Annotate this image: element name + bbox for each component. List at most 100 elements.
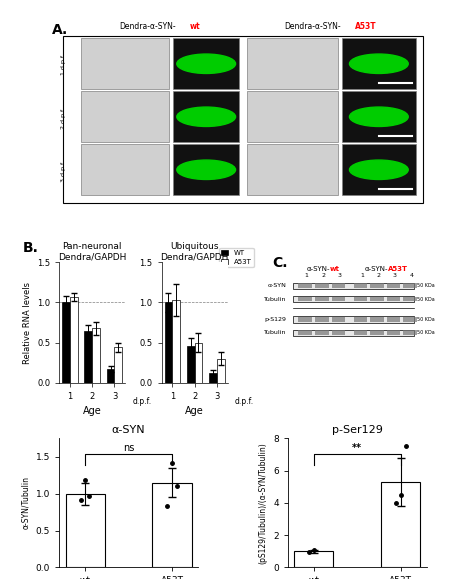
Bar [246,144,338,195]
Text: 1 d.p.f.: 1 d.p.f. [61,54,66,75]
Text: 2 d.p.f.: 2 d.p.f. [61,107,66,129]
Bar [342,91,416,142]
Ellipse shape [177,160,236,179]
Text: Tubulin: Tubulin [264,296,286,302]
Text: α-SYN-: α-SYN- [365,266,388,272]
Bar [315,331,329,335]
Text: 4: 4 [410,273,413,278]
Text: wt: wt [330,266,340,272]
Bar [299,317,312,322]
Bar [370,283,384,288]
Bar [153,482,191,567]
Text: C.: C. [272,256,288,270]
Y-axis label: (pS129/Tubulin)/(α-SYN/Tubulin): (pS129/Tubulin)/(α-SYN/Tubulin) [259,442,268,564]
Bar [315,317,329,322]
Bar [65,494,105,567]
Bar [299,331,312,335]
Bar [370,296,384,302]
Bar [354,283,367,288]
Text: 50 KDa: 50 KDa [417,283,435,288]
Bar [246,91,338,142]
Bar [403,283,417,288]
Bar [387,331,401,335]
Title: Pan-neuronal
Dendra/GAPDH: Pan-neuronal Dendra/GAPDH [58,242,127,262]
Bar [403,317,417,322]
Bar [82,38,169,89]
Bar [293,296,414,302]
Bar [381,482,420,567]
Ellipse shape [349,160,408,179]
Legend: WT, A53T: WT, A53T [219,248,254,267]
Bar [294,551,333,567]
Ellipse shape [177,107,236,126]
Bar [246,38,338,89]
Bar [82,144,169,195]
Text: α-SYN-: α-SYN- [307,266,330,272]
Y-axis label: α-SYN/Tubulin: α-SYN/Tubulin [21,477,30,529]
Bar [293,330,414,336]
Title: α-SYN: α-SYN [112,425,146,435]
Bar [195,343,202,383]
Text: 50 KDa: 50 KDa [417,330,435,335]
Text: 3: 3 [393,273,397,278]
Bar [209,373,217,383]
Ellipse shape [349,54,408,74]
Y-axis label: Relative RNA levels: Relative RNA levels [23,281,32,364]
Bar [62,302,70,383]
Bar [370,331,384,335]
Text: d.p.f.: d.p.f. [132,397,151,406]
Text: Dendra-α-SYN-: Dendra-α-SYN- [284,21,341,31]
Text: wt: wt [190,21,201,31]
Bar [293,283,414,289]
Bar [115,347,122,383]
Bar [299,283,312,288]
Text: 3 d.p.f.: 3 d.p.f. [61,160,66,182]
Text: **: ** [352,443,362,453]
Text: 50 KDa: 50 KDa [417,296,435,302]
Text: 3: 3 [338,273,342,278]
Bar [387,296,401,302]
Ellipse shape [177,54,236,74]
Bar [70,297,78,383]
Bar [293,317,414,323]
X-axis label: Age: Age [185,406,204,416]
Bar [164,302,173,383]
Text: 1: 1 [360,273,364,278]
Bar [331,283,346,288]
Bar [342,38,416,89]
Bar [403,296,417,302]
Text: 50 KDa: 50 KDa [417,317,435,322]
Text: B.: B. [23,241,39,255]
Bar [387,317,401,322]
Bar [342,144,416,195]
Text: 2: 2 [376,273,381,278]
Text: A53T: A53T [388,266,408,272]
Text: ns: ns [123,443,134,453]
Bar [107,369,115,383]
Bar [173,300,180,383]
Bar [173,91,239,142]
Bar [299,296,312,302]
Text: Dendra-α-SYN-: Dendra-α-SYN- [119,21,176,31]
Text: A53T: A53T [355,21,376,31]
Ellipse shape [349,107,408,126]
Bar [82,91,169,142]
Bar [84,331,92,383]
Bar [354,296,367,302]
Bar [387,283,401,288]
Bar [173,38,239,89]
Text: Tubulin: Tubulin [264,330,286,335]
Bar [187,346,195,383]
Bar [403,331,417,335]
Bar [331,331,346,335]
Bar [354,331,367,335]
Text: α-SYN: α-SYN [267,283,286,288]
Bar [331,296,346,302]
Bar [173,144,239,195]
Bar [315,283,329,288]
Bar [370,317,384,322]
Text: d.p.f.: d.p.f. [235,397,254,406]
Text: p-S129: p-S129 [264,317,286,322]
Bar [217,358,225,383]
Title: Ubiquitous
Dendra/GAPDH: Ubiquitous Dendra/GAPDH [160,242,229,262]
